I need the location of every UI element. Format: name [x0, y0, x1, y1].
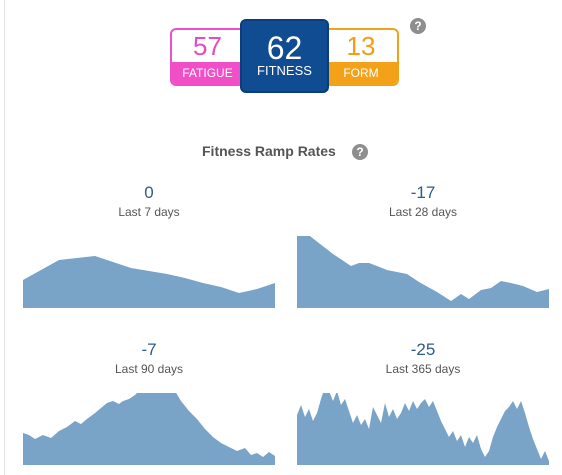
sparkline-365d-area [297, 393, 549, 465]
fitness-value: 62 [266, 30, 303, 66]
sparkline-7d [23, 236, 275, 308]
fatigue-card: 57 FATIGUE [170, 28, 245, 86]
form-card: 13 FORM [323, 28, 399, 86]
fitness-label: FITNESS [257, 63, 312, 78]
ramp-period-28d: Last 28 days [388, 205, 458, 219]
ramp-value-365d: -25 [410, 340, 436, 359]
form-value: 13 [346, 31, 376, 61]
ramp-help-icon[interactable]: ? [352, 144, 368, 160]
ramp-period-365d: Last 365 days [385, 362, 461, 376]
help-icon[interactable]: ? [410, 18, 426, 34]
ramp-value-90d: -7 [141, 340, 157, 359]
ramp-rates-title: Fitness Ramp Rates [202, 143, 336, 159]
sparkline-28d [297, 236, 549, 308]
fitness-card: 62 FITNESS [240, 19, 329, 93]
fatigue-value: 57 [193, 31, 222, 61]
sparkline-28d-area [297, 236, 549, 308]
ramp-value-7d: 0 [144, 183, 154, 202]
ramp-period-90d: Last 90 days [114, 362, 184, 376]
sparkline-90d-area [23, 393, 275, 465]
sparkline-7d-area [23, 256, 275, 308]
sparkline-90d [23, 393, 275, 465]
form-label: FORM [325, 62, 397, 84]
left-divider [4, 0, 5, 475]
ramp-period-7d: Last 7 days [118, 205, 180, 219]
fatigue-label: FATIGUE [172, 62, 243, 84]
sparkline-365d [297, 393, 549, 465]
ramp-value-28d: -17 [410, 183, 436, 202]
